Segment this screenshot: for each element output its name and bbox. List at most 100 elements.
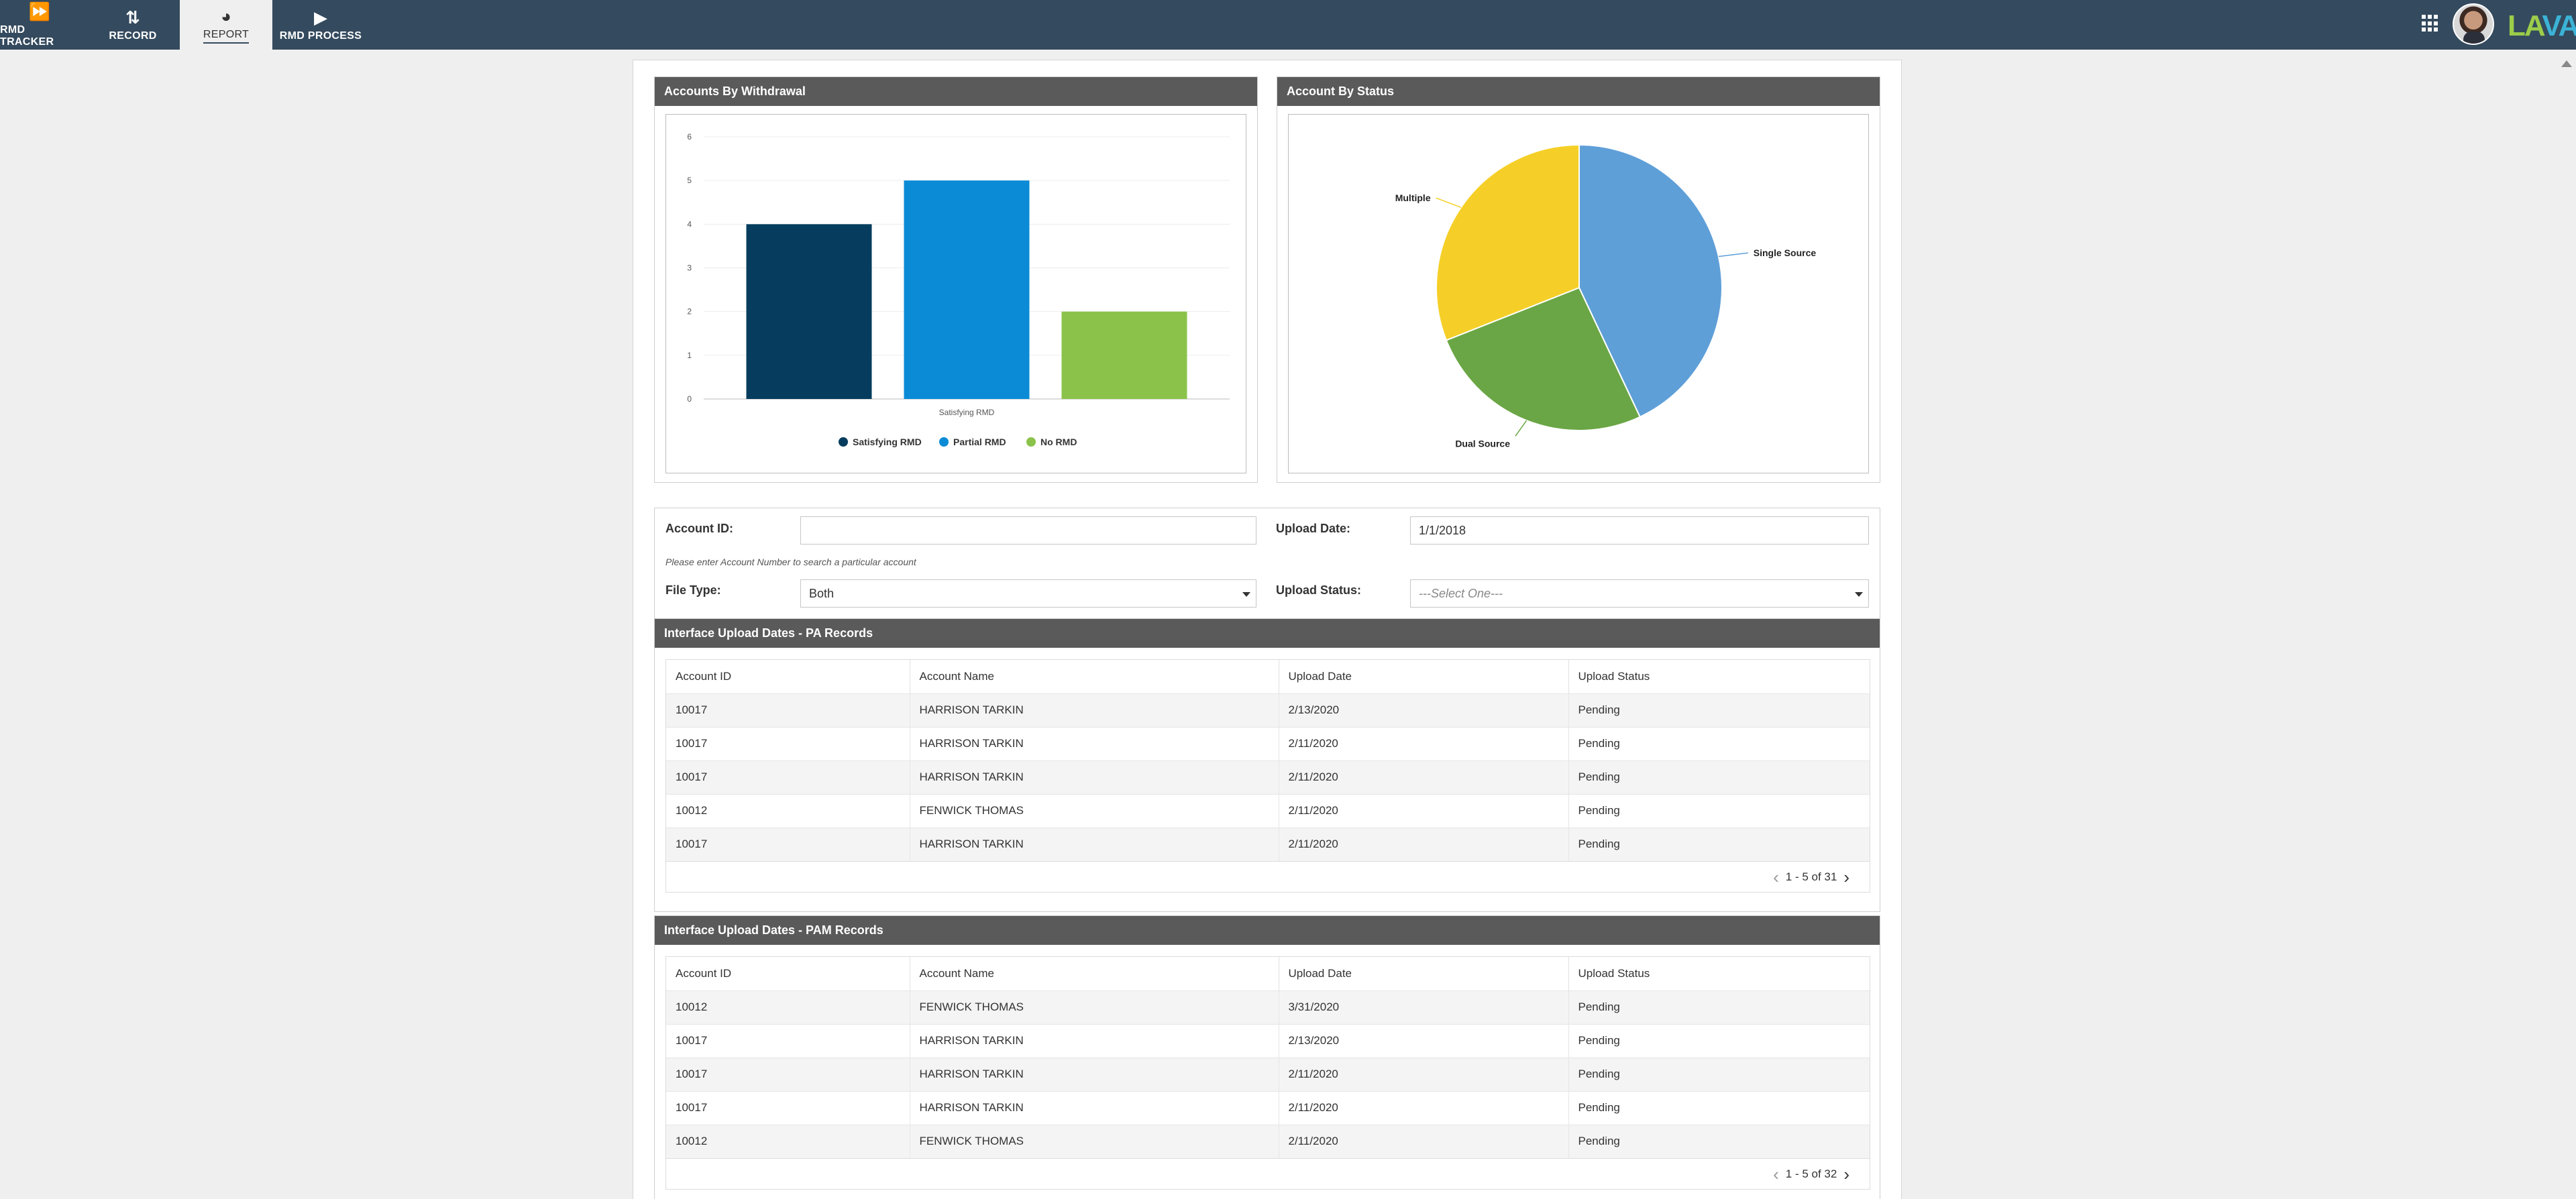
cell: Pending (1568, 1124, 1870, 1158)
chevron-right-icon[interactable]: › (1843, 866, 1849, 887)
y-tick-label: 1 (687, 351, 692, 360)
file-type-label: File Type: (665, 583, 721, 597)
column-header[interactable]: Account ID (666, 957, 910, 990)
cell: HARRISON TARKIN (910, 1023, 1279, 1058)
withdrawal-chart-panel: Accounts By Withdrawal 0 1 2 3 4 5 6 Satisfying… (654, 76, 1258, 483)
cell: 2/11/2020 (1279, 1057, 1569, 1091)
upload-status-label: Upload Status: (1276, 583, 1362, 597)
table-header-row: Account ID Account Name Upload Date Uplo… (666, 660, 1870, 693)
account-id-hint: Please enter Account Number to search a … (665, 557, 916, 567)
column-header[interactable]: Account Name (910, 660, 1279, 693)
bar (1061, 311, 1187, 399)
table-row[interactable]: 10017 HARRISON TARKIN 2/13/2020 Pending (666, 693, 1870, 727)
cell: HARRISON TARKIN (910, 827, 1279, 861)
nav-label: RMD TRACKER (0, 24, 54, 48)
pam-records-panel: Interface Upload Dates - PAM Records Acc… (654, 915, 1880, 1199)
chevron-down-icon (1855, 592, 1863, 597)
panel-title: Account By Status (1277, 77, 1880, 106)
nav-report[interactable]: ◕ REPORT (180, 0, 272, 50)
cell: 10017 (666, 693, 910, 727)
panel-title: Interface Upload Dates - PAM Records (655, 916, 1880, 945)
table-header-row: Account ID Account Name Upload Date Uplo… (666, 957, 1870, 990)
y-tick-label: 6 (687, 132, 692, 141)
cell: Pending (1568, 1023, 1870, 1058)
cell: FENWICK THOMAS (910, 990, 1279, 1024)
table-row[interactable]: 10017 HARRISON TARKIN 2/11/2020 Pending (666, 1057, 1870, 1091)
table-row[interactable]: 10017 HARRISON TARKIN 2/13/2020 Pending (666, 1023, 1870, 1058)
legend-marker (839, 437, 848, 447)
y-tick-label: 5 (687, 176, 692, 185)
column-header[interactable]: Upload Date (1279, 660, 1569, 693)
column-header[interactable]: Upload Date (1279, 957, 1569, 990)
fast-forward-icon: ⏩ (28, 1, 51, 21)
table-row[interactable]: 10017 HARRISON TARKIN 2/11/2020 Pending (666, 1090, 1870, 1125)
cell: FENWICK THOMAS (910, 793, 1279, 827)
chevron-right-icon[interactable]: › (1843, 1163, 1849, 1184)
chevron-left-icon[interactable]: ‹ (1773, 1163, 1779, 1184)
legend-label: Satisfying RMD (853, 437, 922, 447)
x-tick-label: Satisfying RMD (939, 408, 995, 417)
pam-records-grid: Account ID Account Name Upload Date Uplo… (665, 956, 1870, 1190)
chevron-left-icon[interactable]: ‹ (1773, 866, 1779, 887)
chart-frame: Single Source Dual Source Multiple (1288, 114, 1869, 473)
nav-rmd-tracker[interactable]: ⏩ RMD TRACKER (0, 0, 79, 50)
column-header[interactable]: Account Name (910, 957, 1279, 990)
nav-label: REPORT (203, 29, 250, 44)
cell: Pending (1568, 726, 1870, 760)
pie-label: Multiple (1395, 192, 1431, 203)
cell: Pending (1568, 827, 1870, 861)
nav-label: RECORD (109, 30, 157, 42)
pie-slice (1578, 144, 1723, 418)
cell: 10017 (666, 827, 910, 861)
scroll-up-arrow-icon[interactable] (2561, 60, 2572, 67)
pager-text: 1 - 5 of 31 (1785, 870, 1837, 883)
table-row[interactable]: 10012 FENWICK THOMAS 2/11/2020 Pending (666, 793, 1870, 827)
cell: 2/11/2020 (1279, 793, 1569, 827)
column-header[interactable]: Upload Status (1578, 669, 1650, 683)
column-header[interactable]: Account ID (666, 660, 910, 693)
pie-chart-icon: ◕ (221, 6, 231, 26)
legend-label: No RMD (1040, 437, 1077, 447)
account-id-label: Account ID: (665, 522, 733, 535)
cell: 10017 (666, 1023, 910, 1058)
nav-record[interactable]: ⇅ RECORD (101, 0, 165, 50)
cell: 2/11/2020 (1279, 1090, 1569, 1125)
table-row[interactable]: 10012 FENWICK THOMAS 2/11/2020 Pending (666, 1124, 1870, 1158)
avatar[interactable] (2453, 3, 2494, 45)
cell: HARRISON TARKIN (910, 726, 1279, 760)
chevron-down-icon (1242, 592, 1250, 597)
play-icon: ▶ (314, 7, 327, 27)
nav-rmd-process[interactable]: ▶ RMD PROCESS (276, 0, 365, 50)
pa-records-grid: Account ID Account Name Upload Date Uplo… (665, 659, 1870, 893)
apps-grid-icon[interactable] (2422, 15, 2439, 32)
table-row[interactable]: 10017 HARRISON TARKIN 2/11/2020 Pending (666, 827, 1870, 861)
lava-logo: LAVA (2508, 9, 2576, 42)
table-row[interactable]: 10012 FENWICK THOMAS 3/31/2020 Pending (666, 990, 1870, 1024)
upload-date-input[interactable]: 1/1/2018 (1410, 516, 1869, 545)
column-header[interactable]: Upload Status (1578, 966, 1650, 980)
table-row[interactable]: 10017 HARRISON TARKIN 2/11/2020 Pending (666, 760, 1870, 794)
pie-label: Single Source (1754, 247, 1817, 258)
y-tick-label: 3 (687, 264, 692, 273)
pie-chart: Single Source Dual Source Multiple (1395, 144, 1817, 449)
pie-slice (1445, 286, 1642, 431)
cell: Pending (1568, 1090, 1870, 1125)
cell: HARRISON TARKIN (910, 1090, 1279, 1125)
cell: 3/31/2020 (1279, 990, 1569, 1024)
pie-leader-line (1515, 420, 1527, 437)
pie-leader-line (1718, 252, 1748, 258)
top-nav-bar: ⏩ RMD TRACKER ⇅ RECORD ◕ REPORT ▶ RMD PR… (0, 0, 2576, 50)
account-id-input[interactable] (800, 516, 1256, 545)
file-type-select[interactable]: Both (800, 579, 1256, 608)
upload-status-select[interactable]: ---Select One--- (1410, 579, 1869, 608)
cell: Pending (1568, 760, 1870, 794)
cell: 10012 (666, 990, 910, 1024)
legend-marker (939, 437, 949, 447)
y-tick-label: 2 (687, 307, 692, 317)
status-chart-panel: Account By Status Single Source Dual Sour… (1277, 76, 1880, 483)
panel-title: Interface Upload Dates - PA Records (655, 619, 1880, 648)
cell: 10017 (666, 1057, 910, 1091)
table-row[interactable]: 10017 HARRISON TARKIN 2/11/2020 Pending (666, 726, 1870, 760)
cell: HARRISON TARKIN (910, 760, 1279, 794)
pa-records-panel: Interface Upload Dates - PA Records Acco… (654, 618, 1880, 912)
